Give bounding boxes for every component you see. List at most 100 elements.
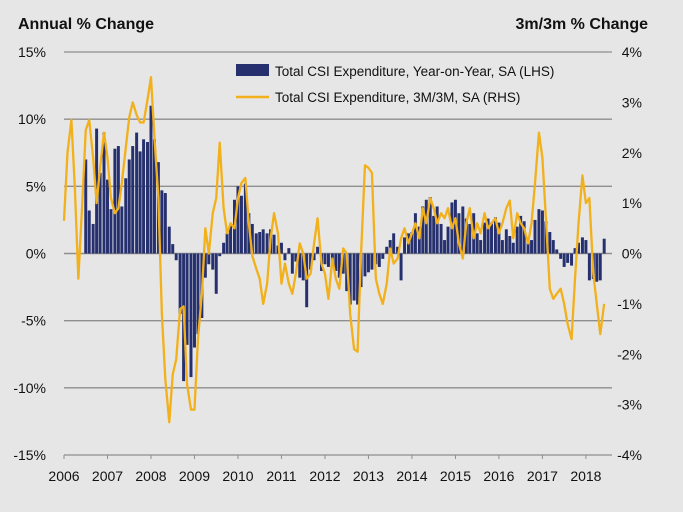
- bar: [211, 253, 215, 270]
- bar: [203, 253, 207, 278]
- bar: [428, 197, 432, 254]
- bar: [87, 210, 91, 254]
- bar: [171, 244, 175, 254]
- bar: [435, 206, 439, 254]
- bar: [508, 236, 512, 254]
- bar: [493, 217, 497, 254]
- bar: [102, 132, 106, 254]
- bar: [559, 253, 563, 259]
- left-tick-label: -5%: [21, 313, 46, 329]
- right-tick-label: -1%: [617, 296, 642, 312]
- right-tick-label: -3%: [617, 397, 642, 413]
- bar: [131, 146, 135, 254]
- bar: [113, 148, 117, 254]
- bar: [519, 215, 523, 254]
- bar: [453, 199, 457, 254]
- x-tick-label: 2010: [222, 468, 253, 484]
- bar: [225, 233, 229, 254]
- bar: [149, 105, 153, 254]
- bar: [486, 218, 490, 254]
- bar: [218, 253, 222, 257]
- bar: [381, 253, 385, 259]
- bar: [533, 219, 537, 254]
- bar: [475, 233, 479, 254]
- x-tick-label: 2018: [570, 468, 601, 484]
- right-tick-label: 1%: [622, 195, 642, 211]
- bar: [341, 253, 345, 274]
- left-tick-label: 5%: [26, 178, 46, 194]
- bar: [392, 233, 396, 254]
- bar: [305, 253, 309, 308]
- bar: [323, 253, 327, 265]
- bar: [515, 226, 519, 254]
- bar: [348, 253, 352, 305]
- bar: [424, 199, 428, 254]
- x-tick-label: 2008: [135, 468, 166, 484]
- bar: [152, 139, 156, 254]
- bar: [298, 253, 302, 278]
- bar: [106, 179, 109, 254]
- bar: [526, 237, 530, 254]
- x-tick-label: 2015: [440, 468, 471, 484]
- bar: [497, 222, 501, 254]
- x-tick-label: 2007: [92, 468, 123, 484]
- bar: [598, 253, 602, 281]
- bar: [490, 222, 494, 254]
- bar: [352, 253, 356, 301]
- bar: [377, 253, 381, 267]
- bar: [214, 253, 218, 294]
- bar: [109, 209, 113, 254]
- bar: [562, 253, 566, 267]
- bar: [142, 139, 146, 254]
- x-tick-label: 2009: [179, 468, 210, 484]
- left-tick-label: 15%: [18, 44, 46, 60]
- x-tick-label: 2011: [266, 468, 296, 484]
- bar: [174, 253, 178, 261]
- bar: [461, 206, 465, 254]
- bar: [326, 253, 330, 267]
- legend-bar-swatch: [236, 64, 269, 76]
- bar: [388, 240, 392, 254]
- bar: [254, 233, 258, 254]
- bar: [98, 172, 102, 254]
- bar: [222, 242, 226, 254]
- legend-line-label: Total CSI Expenditure, 3M/3M, SA (RHS): [275, 90, 520, 105]
- bar: [584, 240, 588, 254]
- bar: [167, 226, 171, 254]
- bar: [410, 232, 414, 254]
- bar: [403, 237, 407, 254]
- bar: [334, 253, 338, 271]
- right-tick-label: -4%: [617, 447, 642, 463]
- bar: [279, 242, 283, 254]
- x-tick-label: 2006: [48, 468, 79, 484]
- bar: [417, 226, 421, 254]
- bar: [138, 151, 142, 254]
- bar: [185, 253, 189, 345]
- bar: [124, 178, 128, 254]
- right-tick-label: 0%: [622, 246, 642, 262]
- bar: [243, 183, 247, 254]
- x-tick-label: 2017: [527, 468, 558, 484]
- bar: [580, 237, 584, 254]
- bar: [577, 242, 580, 254]
- bar: [385, 246, 389, 254]
- bar: [163, 193, 167, 254]
- bar: [160, 190, 164, 254]
- bar: [301, 253, 305, 281]
- bar: [396, 246, 400, 254]
- bar: [294, 253, 298, 262]
- bar: [316, 246, 320, 254]
- bar: [135, 132, 139, 254]
- bar: [421, 206, 425, 254]
- bar: [91, 223, 95, 254]
- bar: [272, 234, 276, 254]
- right-tick-label: 4%: [622, 44, 642, 60]
- bar: [258, 232, 262, 254]
- bar: [265, 233, 269, 254]
- bar: [457, 213, 461, 254]
- x-tick-label: 2012: [309, 468, 340, 484]
- bar: [312, 253, 316, 261]
- right-tick-label: 3%: [622, 94, 642, 110]
- bar: [504, 229, 508, 254]
